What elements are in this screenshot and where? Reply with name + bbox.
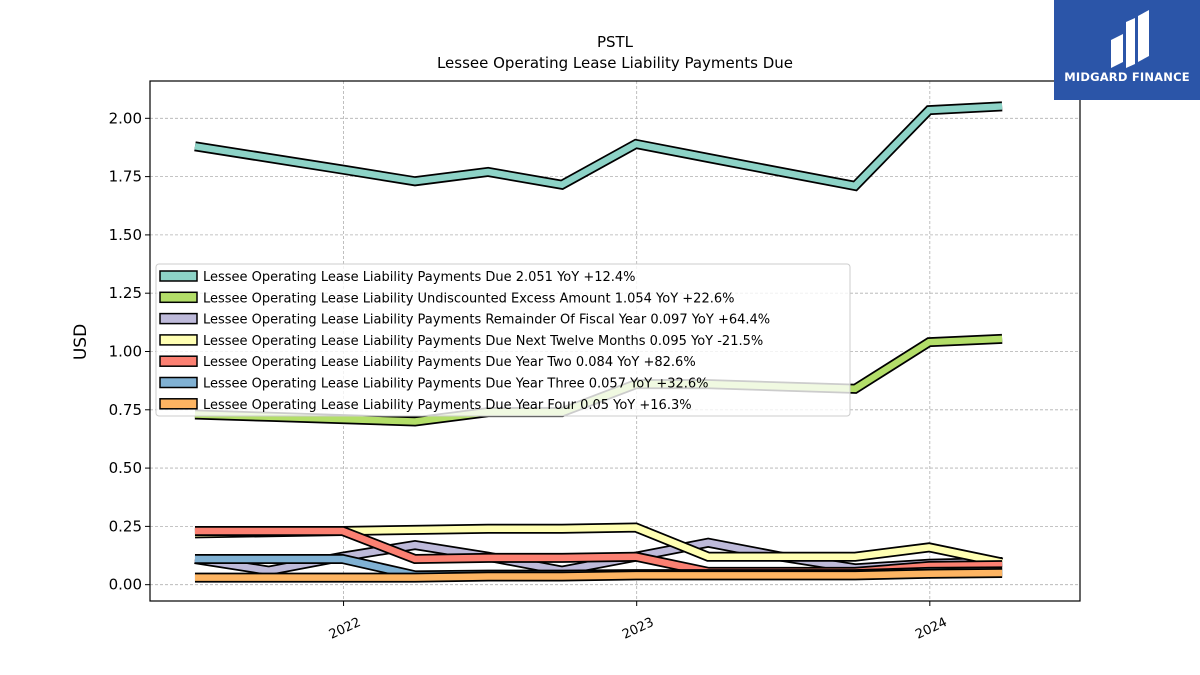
- legend-label: Lessee Operating Lease Liability Payment…: [203, 313, 770, 328]
- series-line-1: [194, 101, 1003, 192]
- legend-label: Lessee Operating Lease Liability Undisco…: [203, 291, 734, 306]
- chart-subtitle: Lessee Operating Lease Liability Payment…: [437, 54, 793, 72]
- x-tick-label: 2024: [913, 615, 949, 643]
- legend-label: Lessee Operating Lease Liability Payment…: [203, 355, 696, 370]
- logo-text: MIDGARD FINANCE: [1064, 70, 1190, 84]
- legend-swatch: [159, 398, 198, 410]
- legend-swatch: [159, 355, 198, 367]
- x-tick-label: 2022: [327, 615, 363, 643]
- legend-swatch: [159, 334, 198, 346]
- plot-frame: [149, 80, 1081, 602]
- y-axis-label: USD: [71, 324, 91, 360]
- legend-swatch: [159, 376, 198, 389]
- y-tick-label: 1.25: [109, 284, 142, 302]
- y-tick-label: 0.75: [109, 401, 142, 419]
- legend-label: Lessee Operating Lease Liability Payment…: [203, 270, 636, 285]
- legend-swatch: [159, 270, 198, 282]
- legend-box: [155, 263, 851, 417]
- series-line-7: [194, 568, 1003, 583]
- y-tick-label: 0.50: [109, 459, 142, 477]
- chart-title: PSTL: [597, 33, 634, 51]
- series-stroke: [194, 103, 1003, 190]
- legend-label: Lessee Operating Lease Liability Payment…: [203, 334, 763, 349]
- y-tick-label: 2.00: [109, 109, 142, 127]
- legend-swatch: [159, 312, 198, 325]
- legend-label: Lessee Operating Lease Liability Payment…: [203, 398, 692, 413]
- legend: Lessee Operating Lease Liability Payment…: [155, 263, 851, 417]
- axis-ticks: 0.00 0.25 0.50 0.75 1.00 1.25 1.50 1.75 2.00 2022…: [109, 109, 950, 642]
- y-tick-label: 1.50: [109, 226, 142, 244]
- legend-label: Lessee Operating Lease Liability Payment…: [203, 377, 709, 392]
- logo-mark-icon: [1111, 10, 1149, 68]
- legend-swatch: [159, 291, 198, 304]
- y-tick-label: 1.75: [109, 168, 142, 186]
- x-tick-label: 2023: [620, 615, 656, 643]
- y-tick-label: 1.00: [109, 342, 142, 360]
- y-tick-label: 0.00: [109, 576, 142, 594]
- series-stroke: [194, 569, 1003, 581]
- y-tick-label: 0.25: [109, 517, 142, 535]
- midgard-finance-logo: MIDGARD FINANCE: [1054, 0, 1200, 100]
